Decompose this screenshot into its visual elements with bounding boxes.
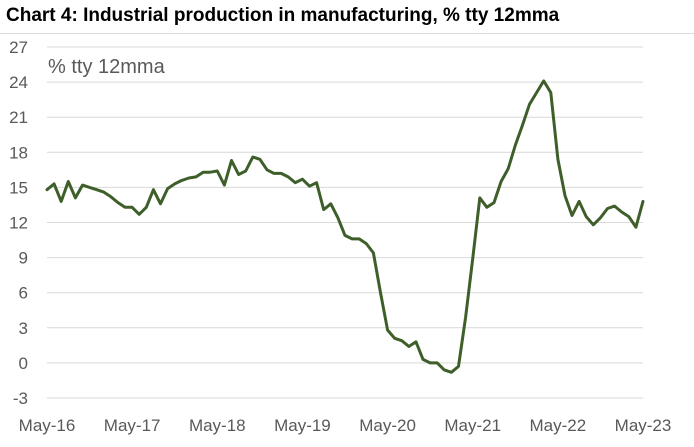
y-tick-label: 9 bbox=[19, 249, 28, 268]
y-tick-label: 27 bbox=[9, 38, 28, 57]
x-tick-label: May-23 bbox=[615, 416, 672, 435]
x-axis-labels: May-16 May-17 May-18 May-19 May-20 May-21 May-… bbox=[19, 416, 672, 435]
y-tick-label: 0 bbox=[19, 354, 28, 373]
x-tick-label: May-19 bbox=[274, 416, 331, 435]
x-tick-label: May-17 bbox=[104, 416, 161, 435]
y-tick-label: 21 bbox=[9, 108, 28, 127]
x-tick-label: May-16 bbox=[19, 416, 76, 435]
y-tick-label: 6 bbox=[19, 284, 28, 303]
x-tick-label: May-18 bbox=[189, 416, 246, 435]
x-tick-label: May-21 bbox=[444, 416, 501, 435]
chart-title: Chart 4: Industrial production in manufa… bbox=[6, 5, 560, 26]
title-bar: Chart 4: Industrial production in manufa… bbox=[0, 0, 694, 34]
y-tick-label: 18 bbox=[9, 143, 28, 162]
y-tick-label: 15 bbox=[9, 178, 28, 197]
y-tick-label: 3 bbox=[19, 319, 28, 338]
chart-annotation: % tty 12mma bbox=[48, 56, 166, 78]
x-tick-label: May-22 bbox=[530, 416, 587, 435]
y-tick-label: -3 bbox=[13, 389, 28, 408]
y-tick-label: 12 bbox=[9, 214, 28, 233]
gridlines bbox=[47, 46, 643, 399]
y-axis-labels: -3 0 3 6 9 12 15 18 21 24 27 bbox=[9, 38, 28, 408]
series-line bbox=[45, 79, 645, 374]
x-tick-label: May-20 bbox=[359, 416, 416, 435]
series-group bbox=[45, 79, 645, 374]
y-tick-label: 24 bbox=[9, 73, 28, 92]
